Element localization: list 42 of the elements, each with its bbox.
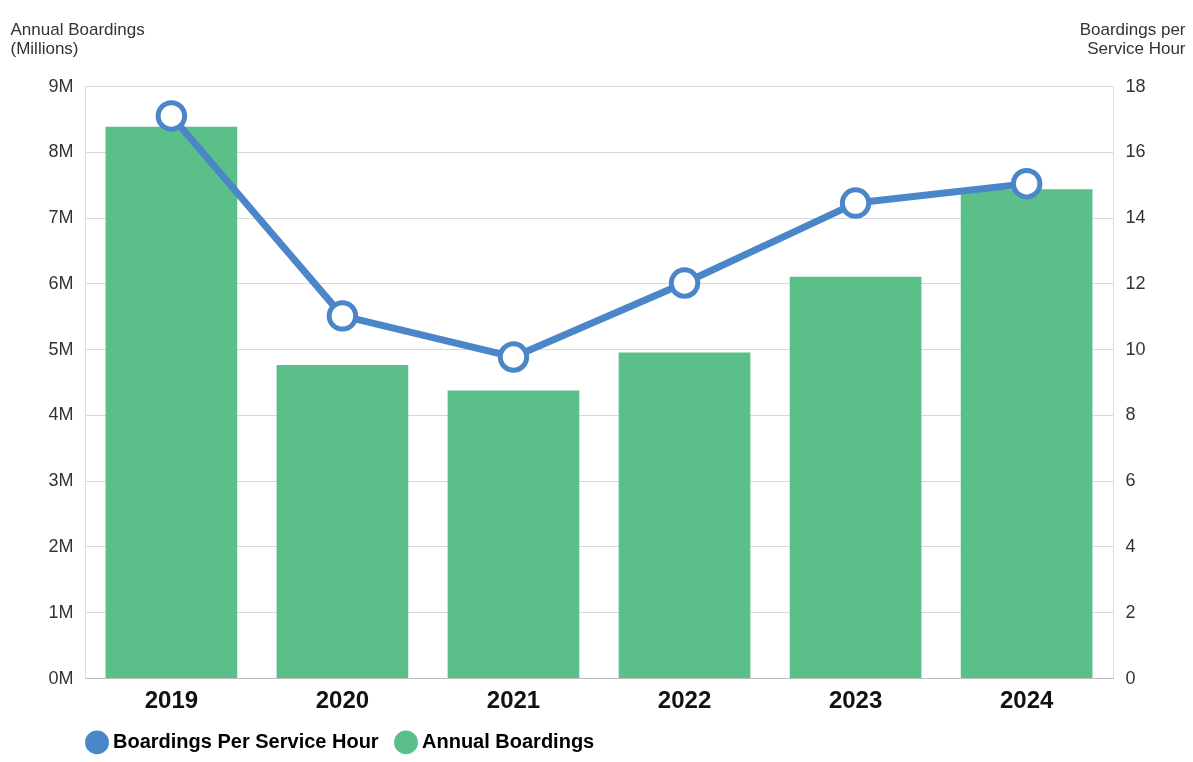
- x-tick-label: 2020: [315, 685, 370, 713]
- bar: [276, 364, 409, 678]
- legend-label: Boardings Per Service Hour: [113, 730, 379, 753]
- y-tick-label: 4M: [48, 404, 74, 425]
- y2-tick-label: 10: [1125, 338, 1146, 359]
- x-tick-label: 2024: [999, 685, 1054, 713]
- y-tick-label: 5M: [48, 338, 74, 359]
- y2-tick-label: 4: [1125, 535, 1136, 556]
- point: [326, 300, 359, 332]
- y-tick-label: 1M: [48, 601, 74, 622]
- point: [668, 267, 701, 299]
- point: [839, 187, 872, 219]
- y-axis-title: Annual Boardings (Millions): [10, 19, 145, 58]
- y-tick-label: 9M: [48, 75, 74, 96]
- y-tick-label: 0M: [48, 667, 74, 688]
- y2-tick-label: 6: [1125, 470, 1136, 491]
- y-tick-label: 3M: [48, 470, 74, 491]
- x-tick-label: 2019: [144, 685, 199, 713]
- y2-tick-label: 12: [1125, 272, 1146, 293]
- y2-tick-label: 2: [1125, 601, 1136, 622]
- bar: [789, 276, 922, 678]
- y2-tick-label: 18: [1125, 75, 1146, 96]
- y-tick-label: 6M: [48, 272, 74, 293]
- y2-tick-label: 16: [1125, 141, 1146, 162]
- x-tick-label: 2021: [486, 685, 541, 713]
- bar: [960, 189, 1093, 678]
- legend-label: Annual Boardings: [422, 730, 595, 753]
- y2-axis-title: Boardings per Service Hour: [1079, 19, 1186, 58]
- point: [155, 100, 188, 132]
- point: [497, 341, 530, 373]
- bar: [105, 126, 238, 678]
- y-tick-label: 7M: [48, 207, 74, 228]
- bar: [447, 390, 580, 678]
- y-tick-label: 2M: [48, 535, 74, 556]
- y2-tick-label: 8: [1125, 404, 1136, 425]
- x-tick-label: 2022: [657, 685, 712, 713]
- y2-tick-label: 14: [1125, 207, 1146, 228]
- bar: [618, 352, 751, 678]
- x-tick-label: 2023: [828, 685, 883, 713]
- point: [1010, 167, 1043, 200]
- y-tick-label: 8M: [48, 141, 74, 162]
- y2-tick-label: 0: [1125, 667, 1136, 688]
